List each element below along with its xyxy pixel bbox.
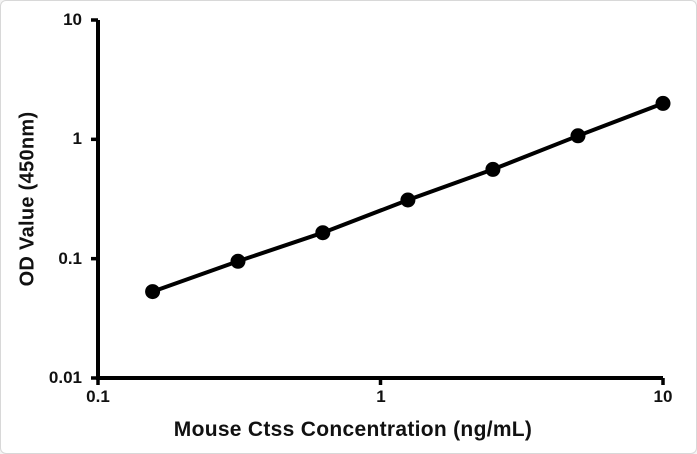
y-axis-title: OD Value (450nm) (16, 111, 39, 287)
data-point-marker (315, 225, 331, 241)
data-point-marker (145, 284, 161, 300)
data-point-marker (230, 253, 246, 269)
y-tick-label: 10 (63, 10, 82, 29)
y-tick-label: 0.01 (48, 368, 82, 387)
y-tick-label: 0.1 (58, 249, 82, 268)
data-point-marker (655, 95, 671, 111)
data-point-marker (400, 192, 416, 208)
data-point-marker (570, 128, 586, 144)
x-axis-title: Mouse Ctss Concentration (ng/mL) (173, 418, 533, 441)
data-point-marker (485, 161, 501, 177)
x-tick-label: 0.1 (86, 387, 110, 406)
x-tick-label: 10 (653, 387, 673, 406)
x-tick-label: 1 (376, 387, 386, 406)
y-tick-label: 1 (72, 129, 82, 148)
axis-lines (96, 20, 663, 380)
